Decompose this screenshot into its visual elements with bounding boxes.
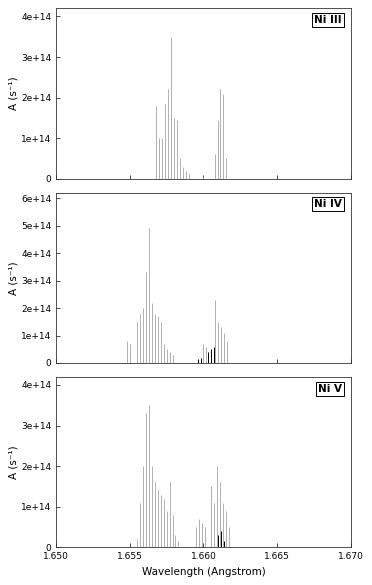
Text: Ni V: Ni V bbox=[318, 384, 342, 394]
Y-axis label: A (s⁻¹): A (s⁻¹) bbox=[8, 261, 18, 295]
Text: Ni IV: Ni IV bbox=[314, 199, 342, 209]
X-axis label: Wavelength (Angstrom): Wavelength (Angstrom) bbox=[142, 567, 265, 577]
Y-axis label: A (s⁻¹): A (s⁻¹) bbox=[8, 77, 18, 111]
Y-axis label: A (s⁻¹): A (s⁻¹) bbox=[8, 445, 18, 479]
Text: Ni III: Ni III bbox=[314, 15, 342, 25]
